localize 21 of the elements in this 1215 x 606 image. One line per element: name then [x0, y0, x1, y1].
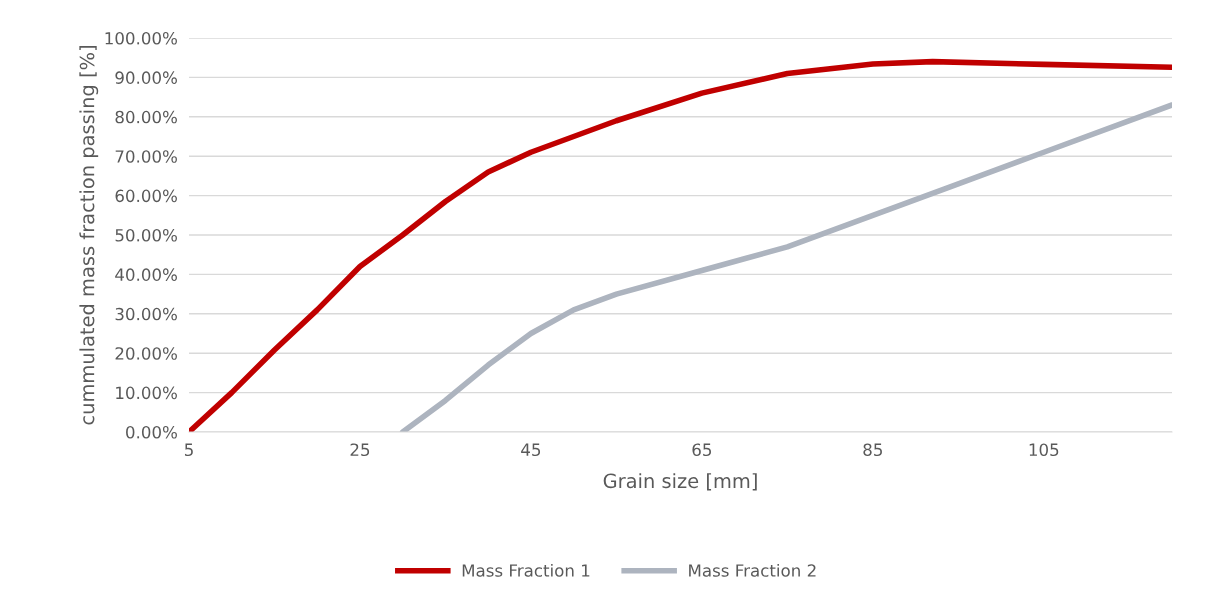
legend-label: Mass Fraction 1: [462, 563, 590, 577]
y-tick-label: 40.00%: [115, 268, 177, 281]
x-tick-label: 105: [1029, 443, 1059, 457]
x-axis-title: Grain size [mm]: [603, 473, 757, 491]
x-tick-label: 65: [692, 443, 712, 457]
y-tick-label: 50.00%: [115, 228, 177, 242]
y-tick-label: 100.00%: [105, 31, 177, 45]
y-tick-label: 0.00%: [126, 425, 177, 439]
legend-label: Mass Fraction 2: [689, 563, 816, 577]
y-tick-label: 90.00%: [115, 71, 177, 84]
y-tick-label: 70.00%: [115, 150, 177, 163]
x-tick-label: 85: [863, 443, 882, 457]
x-tick-label: 25: [350, 443, 370, 457]
y-tick-label: 20.00%: [115, 347, 177, 360]
y-tick-label: 30.00%: [115, 307, 177, 321]
y-tick-label: 60.00%: [115, 189, 177, 203]
x-tick-label: 5: [184, 443, 193, 457]
x-tick-label: 45: [521, 443, 541, 457]
y-tick-label: 80.00%: [115, 110, 177, 124]
y-axis-title: cummulated mass fraction passing [%]: [79, 46, 99, 425]
y-tick-label: 10.00%: [116, 386, 177, 400]
